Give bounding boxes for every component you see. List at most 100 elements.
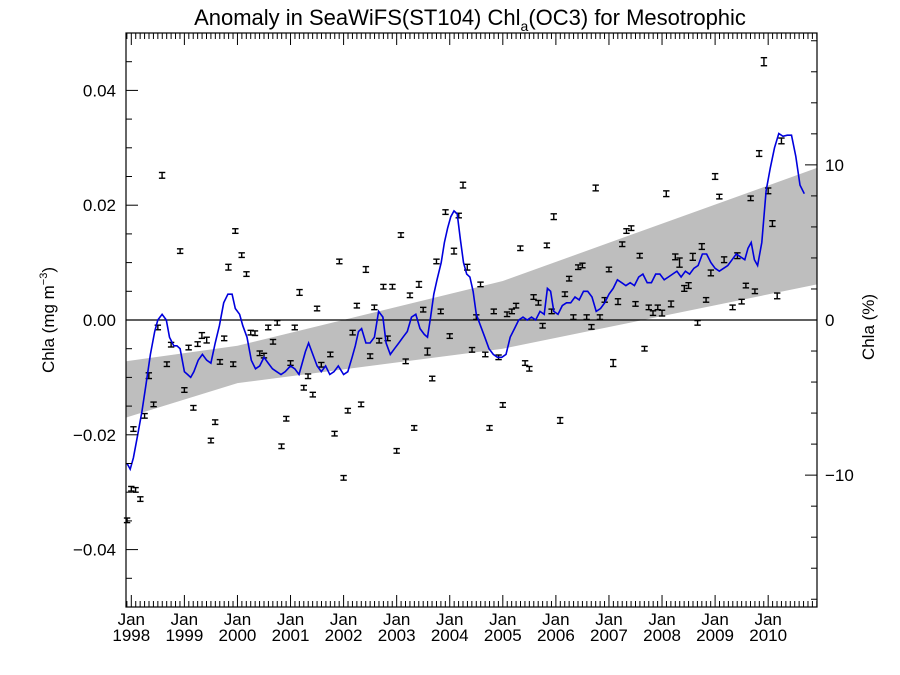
data-point [681, 284, 688, 292]
data-point [610, 358, 617, 368]
data-point [380, 283, 387, 290]
data-point [676, 257, 683, 268]
data-point [243, 271, 250, 278]
data-point [711, 172, 719, 181]
data-point [450, 247, 458, 255]
data-point [702, 296, 710, 303]
x-tick-month: Jan [171, 610, 198, 629]
data-point [429, 375, 436, 382]
x-tick-year: 2007 [590, 626, 628, 645]
axes-layer: 0.040.020.00−0.02−0.04100−10Jan1998Jan19… [73, 32, 854, 645]
x-tick-month: Jan [648, 610, 675, 629]
data-point [309, 391, 317, 398]
x-tick-month: Jan [701, 610, 728, 629]
data-point [747, 195, 754, 202]
data-point [596, 314, 604, 321]
data-point [366, 353, 374, 360]
data-point [397, 232, 405, 239]
smoothed-line-layer [126, 132, 806, 472]
data-point [755, 149, 763, 158]
data-point [132, 486, 139, 493]
data-point [211, 419, 219, 426]
y-tick-label: 0.00 [83, 311, 116, 330]
data-point [588, 323, 595, 330]
x-tick-year: 2004 [431, 626, 469, 645]
data-point [216, 358, 224, 365]
data-point [300, 384, 307, 391]
x-tick-month: Jan [224, 610, 251, 629]
data-point [579, 262, 586, 269]
data-point [550, 213, 557, 221]
y2-tick-label: −10 [825, 466, 854, 485]
data-point [181, 387, 188, 394]
data-point [672, 253, 679, 261]
data-point [141, 412, 148, 419]
data-point [605, 266, 613, 273]
data-point [619, 241, 626, 248]
data-point [658, 309, 666, 317]
data-point [123, 517, 131, 524]
data-point [269, 338, 277, 345]
data-point [592, 184, 599, 192]
data-point [632, 300, 639, 307]
data-point [623, 228, 630, 235]
data-point [318, 361, 325, 368]
data-point [167, 341, 175, 348]
data-point [716, 193, 723, 200]
y2-tick-label: 10 [825, 156, 844, 175]
x-tick-year: 1999 [165, 626, 203, 645]
data-point [574, 264, 582, 271]
data-point [663, 190, 670, 198]
data-point [561, 291, 569, 298]
data-point [503, 311, 511, 318]
data-point [512, 302, 520, 309]
x-tick-year: 1998 [112, 626, 150, 645]
data-point [327, 351, 334, 358]
data-point [521, 360, 529, 367]
data-point [274, 319, 281, 326]
data-point [150, 401, 157, 408]
data-point [203, 336, 210, 344]
data-point [176, 248, 184, 255]
data-point [375, 337, 383, 344]
data-point [238, 252, 245, 259]
y2-axis-label: Chla (%) [859, 294, 878, 360]
data-point [251, 330, 259, 337]
y-tick-label: 0.04 [83, 81, 116, 100]
data-point [433, 258, 440, 265]
data-point [163, 361, 171, 368]
smoothed-series-line [126, 132, 806, 472]
data-point [353, 302, 361, 309]
x-tick-year: 2001 [272, 626, 310, 645]
data-point [362, 265, 370, 274]
data-point [410, 424, 418, 431]
data-point [490, 308, 497, 315]
data-point [698, 242, 706, 251]
data-point [535, 299, 542, 306]
x-tick-month: Jan [277, 610, 304, 629]
data-point [689, 252, 697, 262]
data-point [645, 304, 652, 311]
data-point [349, 329, 356, 336]
data-point [468, 346, 476, 353]
y-tick-label: −0.02 [73, 426, 116, 445]
data-point [556, 416, 564, 425]
x-tick-month: Jan [330, 610, 357, 629]
data-point [526, 365, 533, 372]
data-point [207, 437, 215, 444]
data-point [313, 305, 321, 312]
data-point [773, 292, 781, 300]
data-point [694, 319, 701, 326]
data-point [424, 347, 431, 356]
x-tick-year: 2010 [749, 626, 787, 645]
data-point [278, 443, 285, 450]
data-point [291, 324, 298, 331]
x-tick-month: Jan [489, 610, 516, 629]
data-point [225, 263, 232, 271]
data-point [296, 288, 303, 297]
data-point [628, 225, 635, 232]
data-point [707, 269, 715, 277]
data-point [760, 56, 768, 67]
data-point [185, 344, 192, 351]
x-tick-year: 2005 [484, 626, 522, 645]
